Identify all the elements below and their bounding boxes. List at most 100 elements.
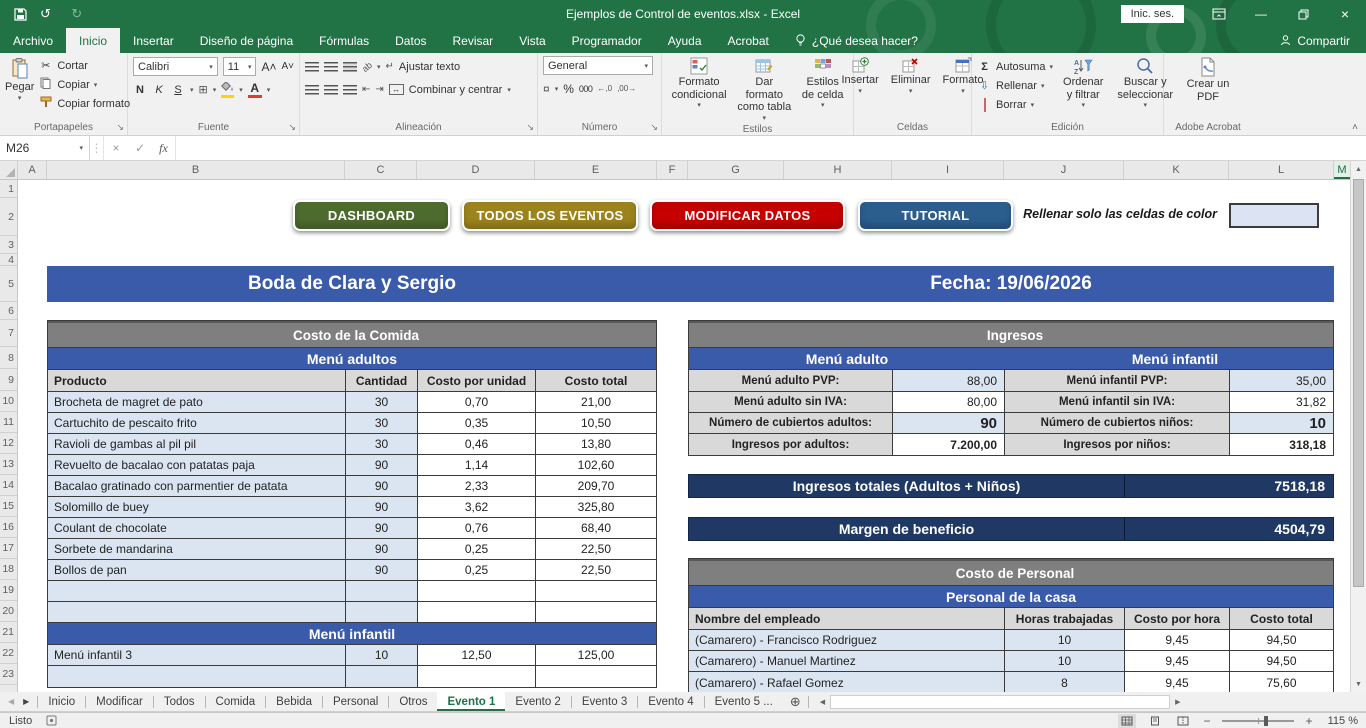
select-all-button[interactable] bbox=[0, 161, 18, 179]
sheet-tab-comida[interactable]: Comida bbox=[215, 695, 256, 708]
modificar-datos-button[interactable]: MODIFICAR DATOS bbox=[650, 200, 845, 231]
row-header-1[interactable]: 1 bbox=[0, 180, 17, 198]
ribbon-display-options-icon[interactable] bbox=[1198, 0, 1240, 28]
sheet-tab-evento-2[interactable]: Evento 2 bbox=[515, 695, 561, 708]
row-header-6[interactable]: 6 bbox=[0, 302, 17, 320]
column-header-d[interactable]: D bbox=[417, 161, 535, 179]
sheet-tab-personal[interactable]: Personal bbox=[332, 695, 379, 708]
create-pdf-button[interactable]: Crear un PDF bbox=[1178, 56, 1238, 119]
column-header-f[interactable]: F bbox=[657, 161, 688, 179]
sheet-prev-icon[interactable]: ◀ bbox=[8, 697, 15, 706]
ribbon-tab-archivo[interactable]: Archivo bbox=[13, 33, 54, 48]
total-income-value[interactable]: 7518,18 bbox=[1274, 478, 1325, 494]
empty-cell[interactable] bbox=[346, 602, 418, 622]
ribbon-tab-revisar[interactable]: Revisar bbox=[452, 33, 494, 48]
font-color-icon[interactable]: A bbox=[247, 81, 262, 98]
underline-button[interactable]: S bbox=[174, 83, 182, 96]
underline-caret-icon[interactable]: ▾ bbox=[190, 86, 194, 94]
format-as-table-button[interactable]: Dar formato como tabla ▾ bbox=[733, 56, 795, 124]
ribbon-tab-insertar[interactable]: Insertar bbox=[133, 33, 174, 48]
name-box-caret-icon[interactable]: ▾ bbox=[79, 145, 83, 152]
macro-record-icon[interactable] bbox=[46, 715, 57, 726]
align-top-icon[interactable] bbox=[305, 61, 319, 72]
empty-cell[interactable] bbox=[346, 581, 418, 601]
empty-cell[interactable] bbox=[48, 666, 346, 687]
minimize-button[interactable]: — bbox=[1255, 7, 1267, 21]
sheet-tab-bebida[interactable]: Bebida bbox=[276, 695, 312, 708]
row-header-19[interactable]: 19 bbox=[0, 580, 17, 601]
bold-button[interactable]: N bbox=[136, 83, 144, 96]
conditional-formatting-button[interactable]: Formato condicional ▾ bbox=[667, 56, 731, 124]
paste-button[interactable]: Pegar ▾ bbox=[5, 56, 34, 119]
name-box[interactable]: M26 ▾ bbox=[0, 136, 90, 160]
increase-decimal-icon[interactable]: ←,0 bbox=[597, 84, 613, 93]
sign-in-button[interactable]: Inic. ses. bbox=[1120, 5, 1184, 23]
autosum-button[interactable]: Σ Autosuma ▾ bbox=[977, 57, 1053, 76]
decrease-indent-icon[interactable]: ⇤ bbox=[362, 84, 371, 95]
align-right-icon[interactable] bbox=[343, 84, 357, 95]
sheet-tab-evento-5[interactable]: Evento 5 ... bbox=[714, 695, 773, 708]
column-header-m[interactable]: M bbox=[1334, 161, 1350, 179]
empty-cell[interactable] bbox=[418, 602, 536, 622]
tell-me-box[interactable]: ¿Qué desea hacer? bbox=[782, 28, 931, 53]
fill-color-icon[interactable] bbox=[221, 80, 235, 98]
comma-style-button[interactable]: 000 bbox=[578, 83, 593, 94]
collapse-ribbon-icon[interactable]: ˄ bbox=[1352, 122, 1358, 133]
clear-button[interactable]: Borrar ▾ bbox=[977, 95, 1053, 114]
row-header-15[interactable]: 15 bbox=[0, 496, 17, 517]
restore-button[interactable] bbox=[1282, 0, 1324, 28]
column-header-e[interactable]: E bbox=[535, 161, 657, 179]
hscroll-left-icon[interactable]: ◀ bbox=[819, 698, 826, 706]
zoom-out-icon[interactable]: − bbox=[1203, 713, 1211, 728]
sheet-tab-evento-1[interactable]: Evento 1 bbox=[437, 692, 506, 711]
ribbon-tab-programador[interactable]: Programador bbox=[571, 33, 642, 48]
ribbon-tab-vista[interactable]: Vista bbox=[519, 33, 546, 48]
ribbon-tab-acrobat[interactable]: Acrobat bbox=[727, 33, 769, 48]
new-sheet-icon[interactable]: ⊕ bbox=[789, 693, 801, 709]
ribbon-tab-datos[interactable]: Datos bbox=[395, 33, 427, 48]
row-header-17[interactable]: 17 bbox=[0, 538, 17, 559]
cut-button[interactable]: ✂ Cortar bbox=[38, 56, 130, 75]
borders-icon[interactable]: ⊞ bbox=[198, 84, 208, 96]
profit-margin-value[interactable]: 4504,79 bbox=[1274, 521, 1325, 537]
row-header-10[interactable]: 10 bbox=[0, 391, 17, 412]
column-header-k[interactable]: K bbox=[1124, 161, 1229, 179]
sheet-tab-todos[interactable]: Todos bbox=[163, 695, 195, 708]
insert-function-icon[interactable]: fx bbox=[152, 136, 176, 160]
row-header-7[interactable]: 7 bbox=[0, 320, 17, 347]
column-header-b[interactable]: B bbox=[47, 161, 345, 179]
insert-cells-button[interactable]: Insertar ▾ bbox=[838, 56, 883, 119]
copy-button[interactable]: Copiar ▾ bbox=[38, 75, 130, 94]
merge-center-button[interactable]: Combinar y centrar bbox=[408, 83, 503, 96]
hscroll-right-icon[interactable]: ▶ bbox=[1175, 698, 1181, 706]
format-painter-button[interactable]: Copiar formato bbox=[38, 94, 130, 113]
scroll-up-icon[interactable]: ▲ bbox=[1355, 165, 1362, 173]
column-header-h[interactable]: H bbox=[784, 161, 892, 179]
dashboard-button[interactable]: DASHBOARD bbox=[293, 200, 450, 231]
row-header-11[interactable]: 11 bbox=[0, 412, 17, 433]
empty-cell[interactable] bbox=[48, 602, 346, 622]
sheet-tab-otros[interactable]: Otros bbox=[399, 695, 428, 708]
font-dialog-launcher-icon[interactable]: ↘ bbox=[288, 122, 296, 132]
ribbon-tab-ayuda[interactable]: Ayuda bbox=[667, 33, 702, 48]
decrease-font-icon[interactable]: A˅ bbox=[281, 61, 294, 72]
increase-font-icon[interactable]: A˄ bbox=[261, 59, 277, 74]
empty-cell[interactable] bbox=[418, 666, 536, 687]
row-header-3[interactable]: 3 bbox=[0, 236, 17, 254]
zoom-slider[interactable] bbox=[1222, 715, 1294, 726]
orientation-icon[interactable]: ab bbox=[359, 59, 375, 74]
undo-icon[interactable]: ↺ bbox=[40, 6, 51, 21]
sheet-tab-inicio[interactable]: Inicio bbox=[48, 695, 76, 708]
number-dialog-launcher-icon[interactable]: ↘ bbox=[650, 122, 658, 132]
fill-button[interactable]: ⇩ Rellenar ▾ bbox=[977, 76, 1053, 95]
align-left-icon[interactable] bbox=[305, 84, 319, 95]
ribbon-tab-diseno[interactable]: Diseño de página bbox=[199, 33, 294, 48]
cancel-entry-icon[interactable]: × bbox=[112, 141, 120, 155]
row-header-22[interactable]: 22 bbox=[0, 643, 17, 664]
zoom-level-label[interactable]: 115 % bbox=[1327, 714, 1358, 727]
empty-cell[interactable] bbox=[48, 581, 346, 601]
row-header-21[interactable]: 21 bbox=[0, 622, 17, 643]
column-header-g[interactable]: G bbox=[688, 161, 784, 179]
percent-style-button[interactable]: % bbox=[563, 81, 574, 96]
number-format-select[interactable]: General ▾ bbox=[543, 56, 653, 75]
